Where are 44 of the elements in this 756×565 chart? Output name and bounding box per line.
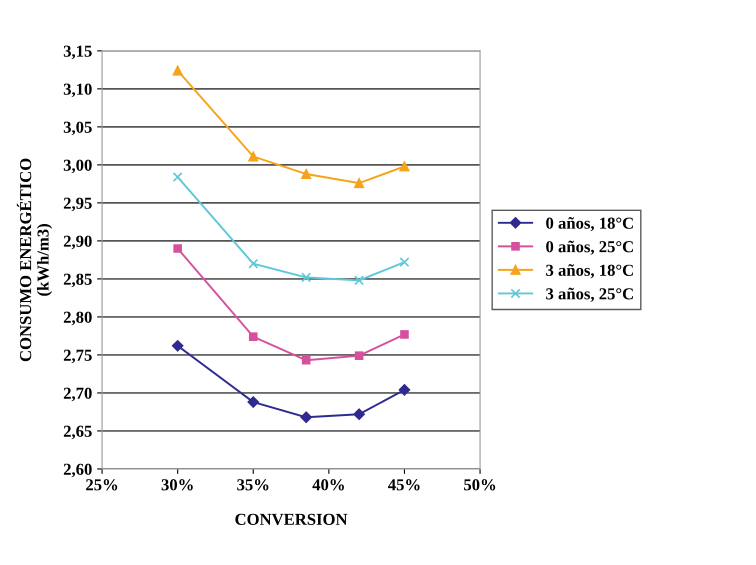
y-tick-label: 2,85 [64, 274, 92, 288]
legend-label: 0 años, 25°C [546, 240, 633, 255]
y-tick-label: 2,75 [64, 350, 92, 364]
point [248, 332, 258, 341]
x-tick-label: 25% [86, 479, 118, 490]
y-tick-label: 3,05 [64, 122, 92, 136]
y-tick-label: 2,60 [64, 464, 92, 478]
point [248, 396, 260, 408]
y-tick-label: 2,95 [64, 198, 92, 212]
point [172, 172, 183, 182]
point [399, 257, 410, 268]
x-tick-label: 50% [464, 479, 496, 490]
y-tick-label: 2,70 [64, 388, 92, 402]
point [248, 258, 258, 269]
point [398, 384, 410, 396]
y-tick-label: 3,10 [64, 84, 92, 98]
x-axis-title: CONVERSION [235, 514, 348, 526]
point [301, 272, 312, 282]
point [354, 178, 364, 188]
legend-label: 0 años, 18°C [546, 217, 633, 232]
point [300, 412, 312, 424]
point [354, 351, 364, 360]
legend-label: 3 años, 25°C [546, 288, 633, 302]
point [399, 161, 410, 172]
y-axis-title: CONSUMO ENERGÉTICO (kWh/m3) [16, 158, 52, 362]
point [353, 408, 365, 420]
x-tick-label: 40% [312, 479, 344, 490]
y-tick-label: 3,00 [64, 160, 92, 174]
y-tick-label: 2,80 [64, 312, 92, 326]
point [173, 244, 182, 253]
point [302, 356, 310, 365]
point [301, 169, 312, 179]
legend-label: 3 años, 18°C [546, 264, 633, 278]
point [172, 66, 183, 76]
x-tick-label: 35% [237, 479, 268, 490]
point [248, 152, 258, 162]
x-tick-label: 45% [388, 479, 420, 490]
y-tick-label: 2,65 [64, 426, 92, 440]
y-tick-label: 3,15 [64, 46, 92, 60]
y-tick-label: 2,90 [64, 236, 92, 250]
point [172, 340, 184, 352]
point [354, 275, 364, 286]
point [400, 330, 409, 339]
x-tick-label: 30% [162, 479, 193, 490]
